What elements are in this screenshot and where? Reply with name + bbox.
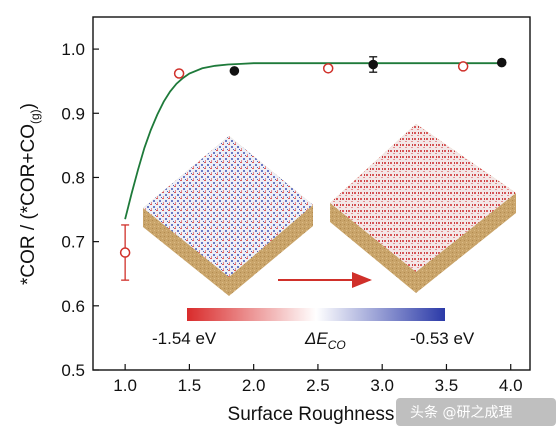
x-axis: 1.0 1.5 2.0 2.5 3.0 3.5 4.0: [113, 364, 523, 395]
watermark: 头条 @研之成理: [410, 404, 512, 421]
slab-image-rough: [330, 124, 516, 293]
colorbar-label-center: ΔECO: [304, 329, 346, 352]
x-axis-title: Surface Roughness: [228, 404, 395, 425]
y-tick-label: 0.9: [61, 104, 85, 123]
fit-curve: [124, 62, 505, 220]
y-axis-title-main: *COR / (*COR+CO: [18, 124, 39, 285]
colorbar-label-symbol: ΔE: [304, 329, 328, 348]
colorbar-label-left: -1.54 eV: [152, 329, 217, 348]
x-tick-label: 2.0: [242, 376, 266, 395]
y-axis-title-sub: (g): [28, 109, 42, 124]
data-point: [173, 68, 185, 79]
y-tick-label: 0.6: [61, 297, 85, 316]
data-point: [119, 247, 131, 258]
y-axis-title-end: ): [18, 103, 39, 109]
y-tick-label: 0.7: [61, 233, 85, 252]
data-point: [229, 66, 240, 76]
data-point: [368, 59, 378, 70]
slab-image-smooth: [143, 136, 313, 296]
y-axis: 0.5 0.6 0.7 0.8 0.9 1.0: [61, 40, 99, 380]
y-tick-label: 0.8: [61, 168, 85, 187]
x-tick-label: 1.5: [178, 376, 202, 395]
y-tick-label: 0.5: [61, 361, 85, 380]
watermark-bg: [396, 398, 556, 426]
data-points: [119, 56, 507, 281]
data-point: [457, 61, 469, 72]
colorbar-label-right: -0.53 eV: [410, 329, 475, 348]
data-point: [496, 57, 507, 68]
x-tick-label: 3.0: [370, 376, 394, 395]
colorbar: [187, 308, 445, 321]
x-tick-label: 3.5: [435, 376, 459, 395]
y-tick-label: 1.0: [61, 40, 85, 59]
y-axis-title: *COR / (*COR+CO(g)): [18, 103, 42, 285]
x-tick-label: 2.5: [306, 376, 330, 395]
colorbar-label-subscript: CO: [328, 338, 346, 352]
plot-frame: [92, 16, 531, 371]
x-tick-label: 4.0: [499, 376, 523, 395]
x-tick-label: 1.0: [113, 376, 137, 395]
data-point: [322, 63, 334, 74]
